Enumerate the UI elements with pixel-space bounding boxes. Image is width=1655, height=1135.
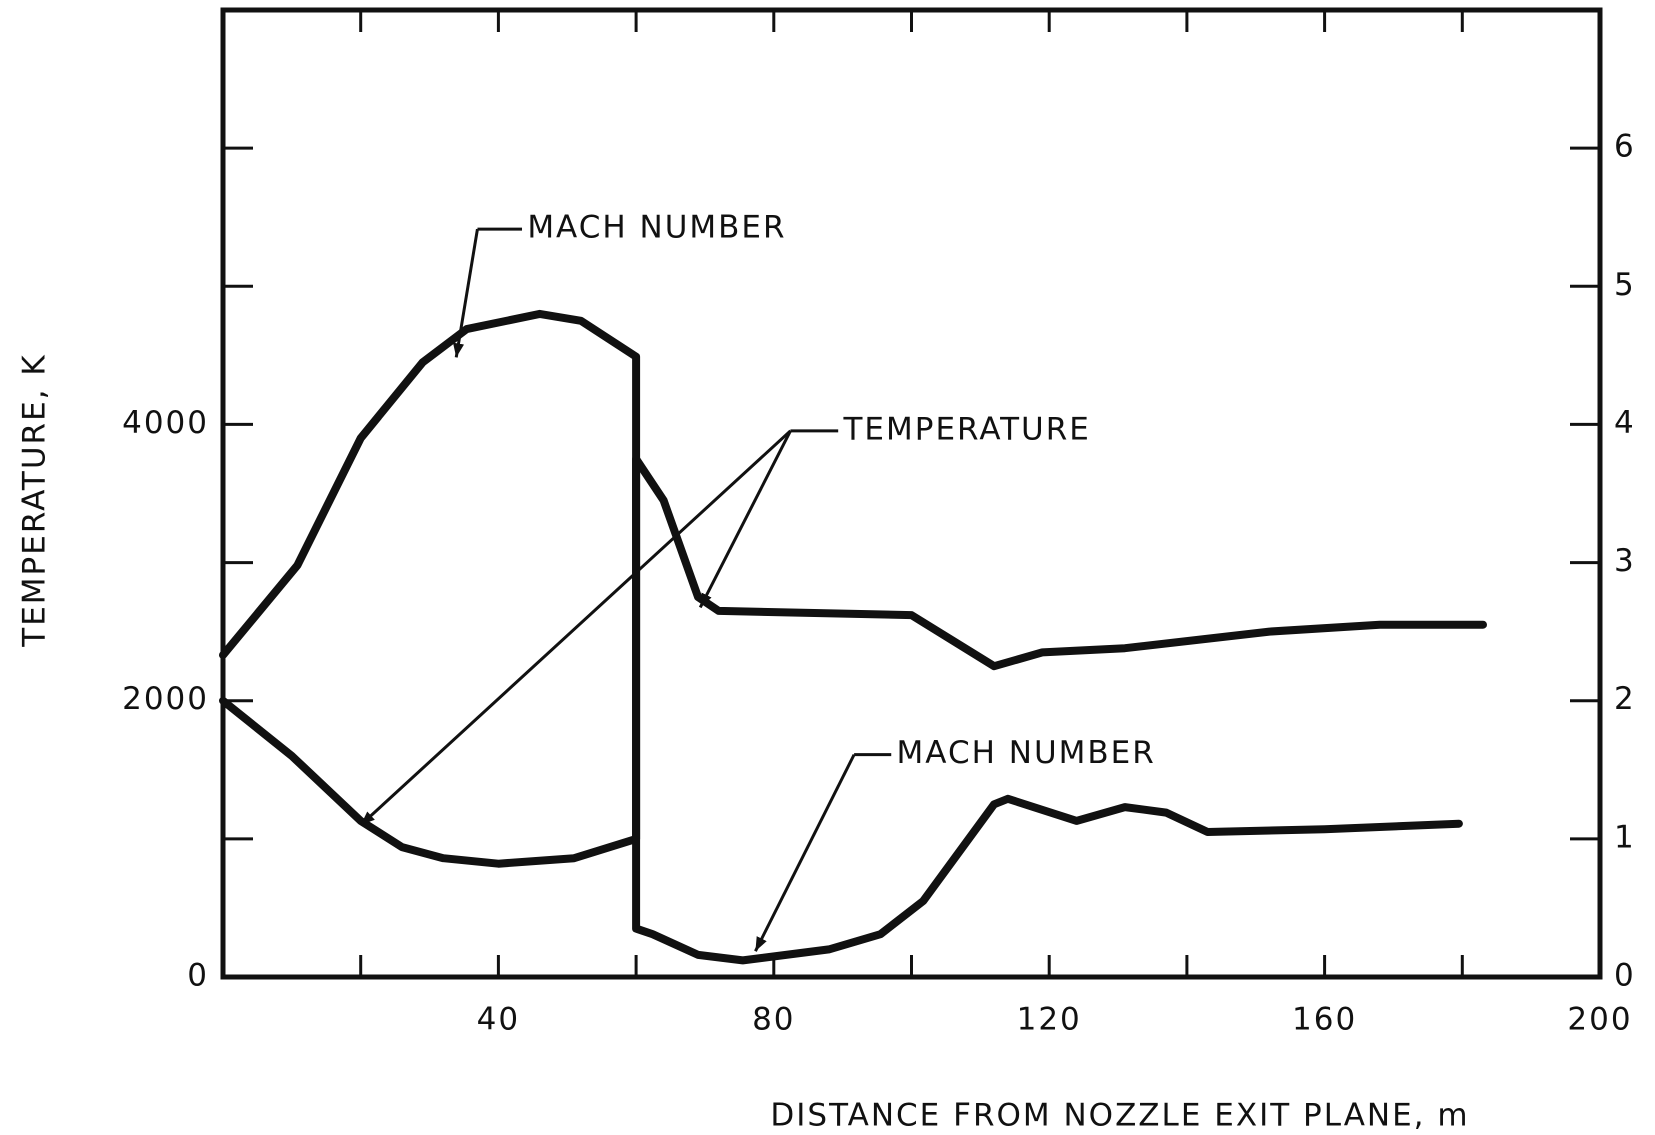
y2-tick-label: 4 — [1614, 405, 1636, 441]
y-axis-label: TEMPERATURE, K — [17, 353, 53, 647]
annotation: MACH NUMBER — [527, 210, 786, 246]
y-tick-label: 4000 — [122, 405, 209, 441]
x-tick-label: 80 — [752, 1002, 795, 1038]
y2-tick-label: 3 — [1614, 543, 1636, 579]
annotation-arrow — [698, 430, 792, 609]
series-line — [219, 309, 1463, 965]
x-axis-label: DISTANCE FROM NOZZLE EXIT PLANE, m — [770, 1098, 1469, 1134]
annotation: MACH NUMBER — [897, 735, 1156, 771]
y2-tick-label: 0 — [1614, 958, 1636, 994]
annotation-arrow — [754, 753, 856, 952]
y2-tick-label: 6 — [1614, 129, 1636, 165]
y-tick-label: 0 — [187, 958, 209, 994]
x-tick-label: 120 — [1017, 1002, 1082, 1038]
y2-tick-label: 1 — [1614, 819, 1636, 855]
y2-tick-label: 5 — [1614, 267, 1636, 303]
annotation: TEMPERATURE — [842, 411, 1090, 447]
x-tick-label: 160 — [1292, 1002, 1357, 1038]
y-tick-label: 2000 — [122, 681, 209, 717]
annotation-arrow — [452, 228, 479, 358]
annotation-arrow — [359, 429, 792, 827]
plot-frame — [220, 7, 1603, 980]
series-line — [219, 455, 1487, 868]
x-tick-label: 40 — [477, 1002, 520, 1038]
x-tick-label: 200 — [1567, 1002, 1632, 1038]
y2-tick-label: 2 — [1614, 681, 1636, 717]
